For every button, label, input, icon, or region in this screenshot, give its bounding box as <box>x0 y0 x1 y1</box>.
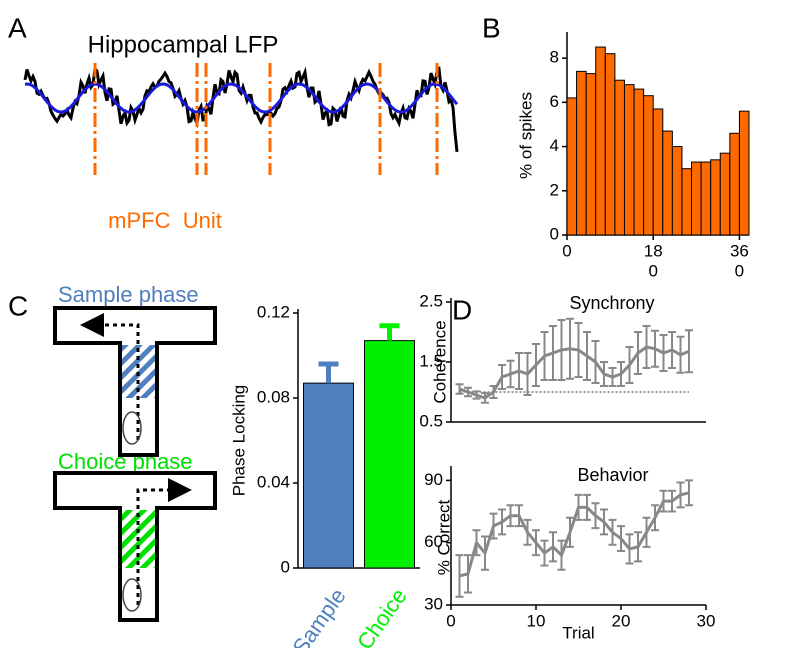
y-tick-label: 0 <box>281 557 290 576</box>
y-tick-label: 6 <box>550 92 559 111</box>
bar <box>566 97 578 236</box>
bar <box>643 95 654 236</box>
y-tick-label: 4 <box>550 136 559 155</box>
bar <box>700 161 712 236</box>
y-tick-label: 0.12 <box>257 302 290 321</box>
bar <box>303 382 354 569</box>
chart-title: Synchrony <box>569 293 654 313</box>
bar <box>585 73 597 236</box>
lfp-trace <box>23 63 459 175</box>
unit-label: mPFC Unit <box>108 208 222 233</box>
y-axis-label: Coherence <box>430 320 449 403</box>
error-bar <box>318 361 339 384</box>
bar <box>710 159 721 236</box>
bar <box>364 340 415 569</box>
lfp-filtered <box>24 82 459 114</box>
panel-letter: A <box>8 12 27 43</box>
error-bar <box>379 323 400 341</box>
x-tick-sublabel: 0 <box>648 261 657 280</box>
x-tick-label: 0 <box>446 611 455 630</box>
y-tick-label: 30 <box>424 594 443 613</box>
y-tick-label: 8 <box>550 48 559 67</box>
y-tick-label: 0.5 <box>419 411 443 430</box>
line <box>459 345 690 400</box>
y-tick-label: 1.5 <box>419 351 443 370</box>
y-tick-label: 2.5 <box>419 291 443 310</box>
y-tick-label: 90 <box>424 470 443 489</box>
x-tick-label: Choice <box>352 584 412 648</box>
x-tick-label: 0 <box>562 241 571 260</box>
panel-letter: D <box>452 294 472 325</box>
x-tick-label: 20 <box>612 611 631 630</box>
maze-sample <box>53 306 217 457</box>
y-tick-label: 0 <box>550 224 559 243</box>
bar <box>595 46 606 236</box>
y-axis-label: % of spikes <box>516 92 535 179</box>
bar <box>738 110 750 236</box>
y-tick-label: 60 <box>424 532 443 551</box>
bar <box>671 146 683 236</box>
x-tick-label: 36 <box>730 241 749 260</box>
bar <box>576 70 587 236</box>
chart-title: Behavior <box>577 465 648 485</box>
choice-label: Choice phase <box>58 449 193 474</box>
bar <box>662 130 673 236</box>
panel-letter: C <box>8 290 28 321</box>
y-tick-label: 2 <box>550 180 559 199</box>
bar <box>623 84 635 236</box>
bar <box>729 132 740 236</box>
bar <box>633 88 645 236</box>
line <box>459 491 690 578</box>
x-tick-sublabel: 0 <box>735 261 744 280</box>
x-tick-label: Sample <box>287 584 350 648</box>
panel-letter: B <box>482 12 501 43</box>
bar <box>681 168 693 236</box>
bar <box>604 53 616 236</box>
x-tick-label: 18 <box>644 241 663 260</box>
y-tick-label: 0.04 <box>257 472 290 491</box>
bar <box>691 161 702 236</box>
y-axis-label: Phase Locking <box>229 385 248 497</box>
lfp-raw <box>23 64 459 153</box>
x-tick-label: 10 <box>527 611 546 630</box>
y-tick-label: 0.08 <box>257 387 290 406</box>
bar <box>719 152 731 236</box>
bar <box>614 79 625 236</box>
x-tick-label: 30 <box>697 611 716 630</box>
panel-title: Hippocampal LFP <box>88 31 279 58</box>
bar <box>652 108 664 236</box>
maze-choice <box>53 471 217 622</box>
y-axis-label: % Correct <box>434 499 453 575</box>
x-axis-label: Trial <box>562 623 594 642</box>
sample-label: Sample phase <box>58 282 199 307</box>
